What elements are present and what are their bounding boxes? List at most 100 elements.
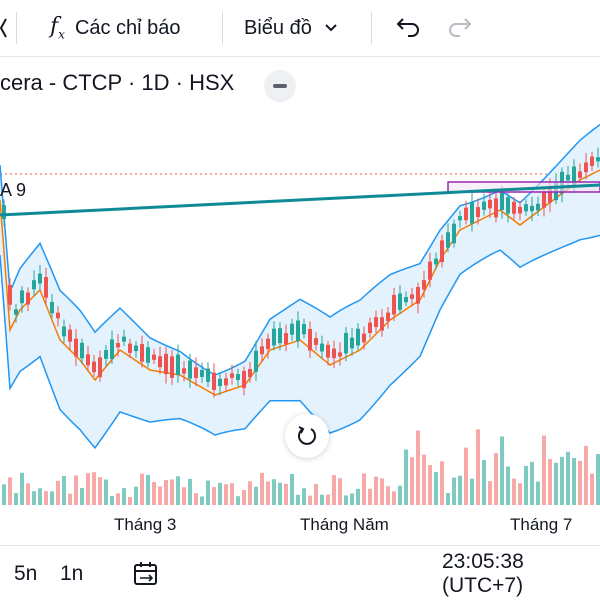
volume-bar xyxy=(314,483,318,505)
band-fill xyxy=(0,124,600,448)
candle-body xyxy=(230,373,234,378)
volume-bar xyxy=(464,447,468,505)
volume-bar xyxy=(140,473,144,505)
volume-bar xyxy=(392,491,396,505)
chart-type-label: Biểu đồ xyxy=(244,16,312,39)
volume-bar xyxy=(476,429,480,505)
calendar-range-icon[interactable] xyxy=(132,560,160,588)
candle-body xyxy=(2,205,6,220)
volume-bar xyxy=(386,486,390,505)
redo-icon[interactable] xyxy=(446,0,476,56)
candle-body xyxy=(134,345,138,352)
indicators-label: Các chỉ báo xyxy=(74,16,181,39)
volume-bar xyxy=(236,496,240,505)
volume-bar xyxy=(20,472,24,505)
bollinger-bands xyxy=(0,123,600,450)
volume-bars xyxy=(2,429,600,505)
bottom-toolbar: 5n 1n 23:05:38 (UTC+7) xyxy=(0,545,600,601)
candle-body xyxy=(458,216,462,221)
volume-bar xyxy=(524,465,528,505)
candle-body xyxy=(542,192,546,208)
candle-body xyxy=(410,294,414,299)
volume-bar xyxy=(74,475,78,505)
candle-body xyxy=(386,312,390,322)
candle-body xyxy=(74,338,78,357)
candle-body xyxy=(68,329,72,342)
range-1n-button[interactable]: 1n xyxy=(60,561,84,585)
candle-body xyxy=(320,343,324,352)
volume-bar xyxy=(242,490,246,505)
volume-bar xyxy=(14,493,18,505)
indicators-button[interactable]: fx Các chỉ báo xyxy=(50,0,181,56)
candle-body xyxy=(374,317,378,327)
volume-bar xyxy=(416,430,420,505)
volume-bar xyxy=(200,496,204,505)
candle-body xyxy=(284,333,288,345)
candle-body xyxy=(260,346,264,355)
volume-bar xyxy=(404,449,408,505)
candle-body xyxy=(362,333,366,343)
volume-bar xyxy=(50,491,54,505)
volume-bar xyxy=(164,480,168,505)
candle-body xyxy=(146,347,150,363)
collapse-legend-button[interactable] xyxy=(264,70,296,102)
candle-body xyxy=(188,360,192,379)
candle-body xyxy=(224,378,228,386)
chart-type-button[interactable]: Biểu đồ xyxy=(244,0,338,56)
volume-bar xyxy=(206,480,210,505)
candle-body xyxy=(422,280,426,290)
volume-bar xyxy=(152,481,156,505)
candle-body xyxy=(182,368,186,374)
candle-body xyxy=(548,186,552,203)
volume-bar xyxy=(410,457,414,505)
volume-bar xyxy=(326,494,330,505)
volume-bar xyxy=(110,496,114,505)
volume-bar xyxy=(248,481,252,505)
candle-body xyxy=(488,199,492,209)
candle-body xyxy=(584,162,588,173)
volume-bar xyxy=(368,488,372,505)
candle-body xyxy=(530,205,534,212)
volume-bar xyxy=(548,459,552,505)
candle-body xyxy=(200,369,204,377)
x-axis-label: Tháng 7 xyxy=(510,515,573,534)
candle-body xyxy=(254,350,258,372)
volume-bar xyxy=(518,483,522,505)
candle-body xyxy=(494,198,498,218)
range-5n-button[interactable]: 5n xyxy=(14,561,38,585)
highlight-rectangle[interactable] xyxy=(447,181,600,193)
candle-body xyxy=(404,297,408,303)
reset-icon xyxy=(298,426,316,445)
volume-bar xyxy=(224,484,228,505)
volume-bar xyxy=(446,493,450,505)
candle-body xyxy=(464,207,468,221)
candle-body xyxy=(236,374,240,380)
volume-bar xyxy=(26,483,30,505)
indicator-label: A 9 xyxy=(0,180,27,200)
volume-bar xyxy=(434,472,438,505)
lower-band xyxy=(0,234,600,450)
reset-chart-button[interactable] xyxy=(285,414,329,458)
volume-bar xyxy=(98,477,102,505)
volume-bar xyxy=(512,478,516,505)
volume-bar xyxy=(452,477,456,505)
candle-body xyxy=(158,356,162,368)
candle-body xyxy=(242,370,246,389)
trend-line[interactable] xyxy=(0,183,600,217)
volume-bar xyxy=(182,487,186,505)
symbol-legend: cera - CTCP · 1D · HSX xyxy=(0,70,235,95)
candle-body xyxy=(92,361,96,373)
chevron-left-icon[interactable] xyxy=(0,0,12,56)
candle-body xyxy=(416,287,420,304)
candle-body xyxy=(398,293,402,310)
undo-icon[interactable] xyxy=(392,0,422,56)
volume-bar xyxy=(362,473,366,505)
volume-bar xyxy=(506,466,510,505)
volume-bar xyxy=(296,494,300,505)
volume-bar xyxy=(44,491,48,505)
volume-bar xyxy=(122,488,126,505)
candle-body xyxy=(428,261,432,280)
candle-body xyxy=(86,354,90,366)
volume-bar xyxy=(530,461,534,505)
